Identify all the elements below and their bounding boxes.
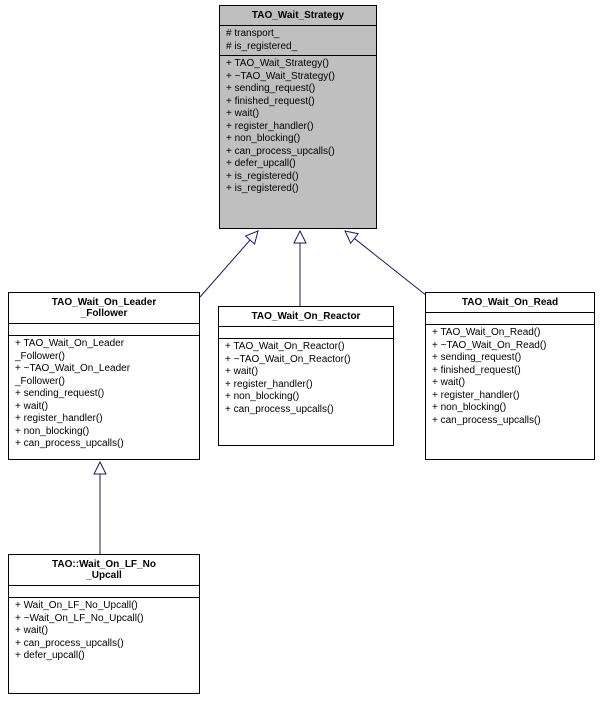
operation: + ~TAO_Wait_On_Reactor() bbox=[225, 354, 387, 367]
class-operations: + Wait_On_LF_No_Upcall()+ ~Wait_On_LF_No… bbox=[9, 598, 199, 665]
operation: + wait() bbox=[432, 377, 588, 390]
operation: + ~Wait_On_LF_No_Upcall() bbox=[15, 613, 193, 626]
class-operations: + TAO_Wait_Strategy()+ ~TAO_Wait_Strateg… bbox=[220, 56, 376, 198]
operation: + wait() bbox=[226, 108, 370, 121]
operation: + Wait_On_LF_No_Upcall() bbox=[15, 600, 193, 613]
operation: + non_blocking() bbox=[225, 391, 387, 404]
class-attributes bbox=[219, 327, 393, 339]
operation: + register_handler() bbox=[225, 379, 387, 392]
operation: + ~TAO_Wait_On_Leader_Follower() bbox=[15, 363, 193, 388]
operation: + non_blocking() bbox=[226, 133, 370, 146]
class-title: TAO_Wait_On_Read bbox=[426, 293, 594, 313]
operation: + wait() bbox=[15, 625, 193, 638]
operation: + can_process_upcalls() bbox=[15, 438, 193, 451]
inheritance-arrowhead bbox=[294, 231, 306, 243]
operation: + can_process_upcalls() bbox=[15, 638, 193, 651]
operation: + finished_request() bbox=[432, 365, 588, 378]
class-operations: + TAO_Wait_On_Leader_Follower()+ ~TAO_Wa… bbox=[9, 336, 199, 453]
operation: + defer_upcall() bbox=[226, 158, 370, 171]
inheritance-line bbox=[200, 240, 250, 297]
class-attributes bbox=[9, 586, 199, 598]
class-title: TAO_Wait_On_Leader_Follower bbox=[9, 293, 199, 324]
class-reactor: TAO_Wait_On_Reactor + TAO_Wait_On_Reactor… bbox=[218, 306, 394, 446]
operation: + wait() bbox=[15, 401, 193, 414]
operation: + finished_request() bbox=[226, 96, 370, 109]
operation: + register_handler() bbox=[15, 413, 193, 426]
operation: + register_handler() bbox=[226, 121, 370, 134]
inheritance-arrowhead bbox=[345, 231, 358, 243]
class-leader_follower: TAO_Wait_On_Leader_Follower + TAO_Wait_On… bbox=[8, 292, 200, 460]
class-attributes: # transport_# is_registered_ bbox=[220, 26, 376, 56]
class-title: TAO_Wait_Strategy bbox=[220, 6, 376, 26]
operation: + TAO_Wait_On_Leader_Follower() bbox=[15, 338, 193, 363]
class-attributes bbox=[426, 313, 594, 325]
operation: + sending_request() bbox=[15, 388, 193, 401]
operation: + defer_upcall() bbox=[15, 650, 193, 663]
operation: + ~TAO_Wait_Strategy() bbox=[226, 71, 370, 84]
operation: + ~TAO_Wait_On_Read() bbox=[432, 340, 588, 353]
operation: + non_blocking() bbox=[432, 402, 588, 415]
operation: + TAO_Wait_On_Reactor() bbox=[225, 341, 387, 354]
class-attributes bbox=[9, 324, 199, 336]
attribute: # transport_ bbox=[226, 28, 370, 41]
operation: + can_process_upcalls() bbox=[432, 415, 588, 428]
operation: + can_process_upcalls() bbox=[225, 404, 387, 417]
operation: + TAO_Wait_Strategy() bbox=[226, 58, 370, 71]
inheritance-arrowhead bbox=[246, 231, 258, 244]
inheritance-line bbox=[354, 238, 427, 296]
operation: + TAO_Wait_On_Read() bbox=[432, 327, 588, 340]
inheritance-arrowhead bbox=[94, 462, 106, 474]
class-operations: + TAO_Wait_On_Reactor()+ ~TAO_Wait_On_Re… bbox=[219, 339, 393, 418]
class-operations: + TAO_Wait_On_Read()+ ~TAO_Wait_On_Read(… bbox=[426, 325, 594, 429]
class-title: TAO::Wait_On_LF_No_Upcall bbox=[9, 555, 199, 586]
operation: + is_registered() bbox=[226, 183, 370, 196]
class-read: TAO_Wait_On_Read + TAO_Wait_On_Read()+ ~T… bbox=[425, 292, 595, 460]
operation: + is_registered() bbox=[226, 171, 370, 184]
operation: + sending_request() bbox=[432, 352, 588, 365]
class-title: TAO_Wait_On_Reactor bbox=[219, 307, 393, 327]
operation: + sending_request() bbox=[226, 83, 370, 96]
operation: + non_blocking() bbox=[15, 426, 193, 439]
operation: + can_process_upcalls() bbox=[226, 146, 370, 159]
attribute: # is_registered_ bbox=[226, 41, 370, 54]
operation: + wait() bbox=[225, 366, 387, 379]
class-lf_no_upcall: TAO::Wait_On_LF_No_Upcall+ Wait_On_LF_No… bbox=[8, 554, 200, 694]
operation: + register_handler() bbox=[432, 390, 588, 403]
class-strategy: TAO_Wait_Strategy# transport_# is_regist… bbox=[219, 5, 377, 229]
